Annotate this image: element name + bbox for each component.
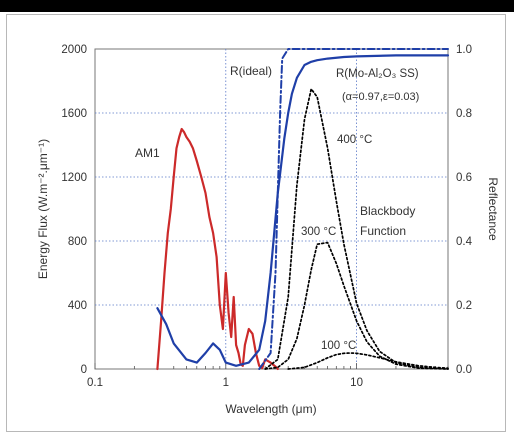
y-right-tick-label: 0.4: [456, 236, 473, 248]
y-left-tick-label: 800: [68, 236, 87, 248]
blackbody-400c-line: [264, 88, 449, 370]
x-axis-label: Wavelength (μm): [225, 402, 316, 416]
x-tick-label: 1: [223, 377, 229, 389]
plot-area: [94, 48, 449, 370]
annotation-100c: 100 °C: [321, 340, 356, 352]
x-tick-label: 0.1: [87, 377, 103, 389]
annotation-function: Function: [360, 224, 406, 238]
series-layer: [156, 48, 450, 371]
annotation-r-real: R(Mo-Al₂O₃ SS): [336, 68, 419, 80]
annotation-r-real-params: (α=0.97,ε=0.03): [342, 91, 419, 103]
y-left-tick-label: 2000: [61, 44, 87, 56]
y-axis-right-label: Reflectance: [486, 177, 500, 241]
reflectance-ideal-line: [258, 48, 449, 370]
y-left-tick-label: 1600: [61, 108, 87, 120]
chart: 0 400 800 1200 1600 2000 0.0 0.2 0.4 0.6 0.8 1.0 0.1…: [36, 44, 500, 416]
grid: [95, 49, 448, 369]
reflectance-real-line: [156, 54, 450, 367]
top-border-bar: [0, 0, 514, 12]
y-left-tick-label: 400: [68, 300, 87, 312]
annotation-400c: 400 °C: [337, 134, 372, 146]
y-right-tick-label: 0.8: [456, 108, 472, 120]
y-left-tick-label: 1200: [61, 172, 87, 184]
y-right-tick-label: 0.2: [456, 300, 472, 312]
y-right-tick-label: 0.6: [456, 172, 472, 184]
figure-panel: 0 400 800 1200 1600 2000 0.0 0.2 0.4 0.6 0.8 1.0 0.1…: [6, 14, 506, 432]
annotation-blackbody: Blackbody: [360, 204, 415, 218]
annotation-300c: 300 °C: [301, 226, 336, 238]
axis-ticks: 0 400 800 1200 1600 2000 0.0 0.2 0.4 0.6 0.8 1.0 0.1…: [61, 44, 472, 389]
blackbody-100c-line: [287, 352, 449, 370]
x-tick-label: 10: [350, 377, 363, 389]
annotation-am1: AM1: [135, 146, 160, 160]
annotation-r-ideal: R(ideal): [230, 64, 272, 78]
y-right-tick-label: 1.0: [456, 44, 472, 56]
am1-spectrum-line: [156, 127, 279, 371]
y-axis-left-label: Energy Flux (W.m⁻².μm⁻¹): [36, 139, 50, 279]
y-right-tick-label: 0.0: [456, 364, 472, 376]
y-left-tick-label: 0: [81, 364, 87, 376]
